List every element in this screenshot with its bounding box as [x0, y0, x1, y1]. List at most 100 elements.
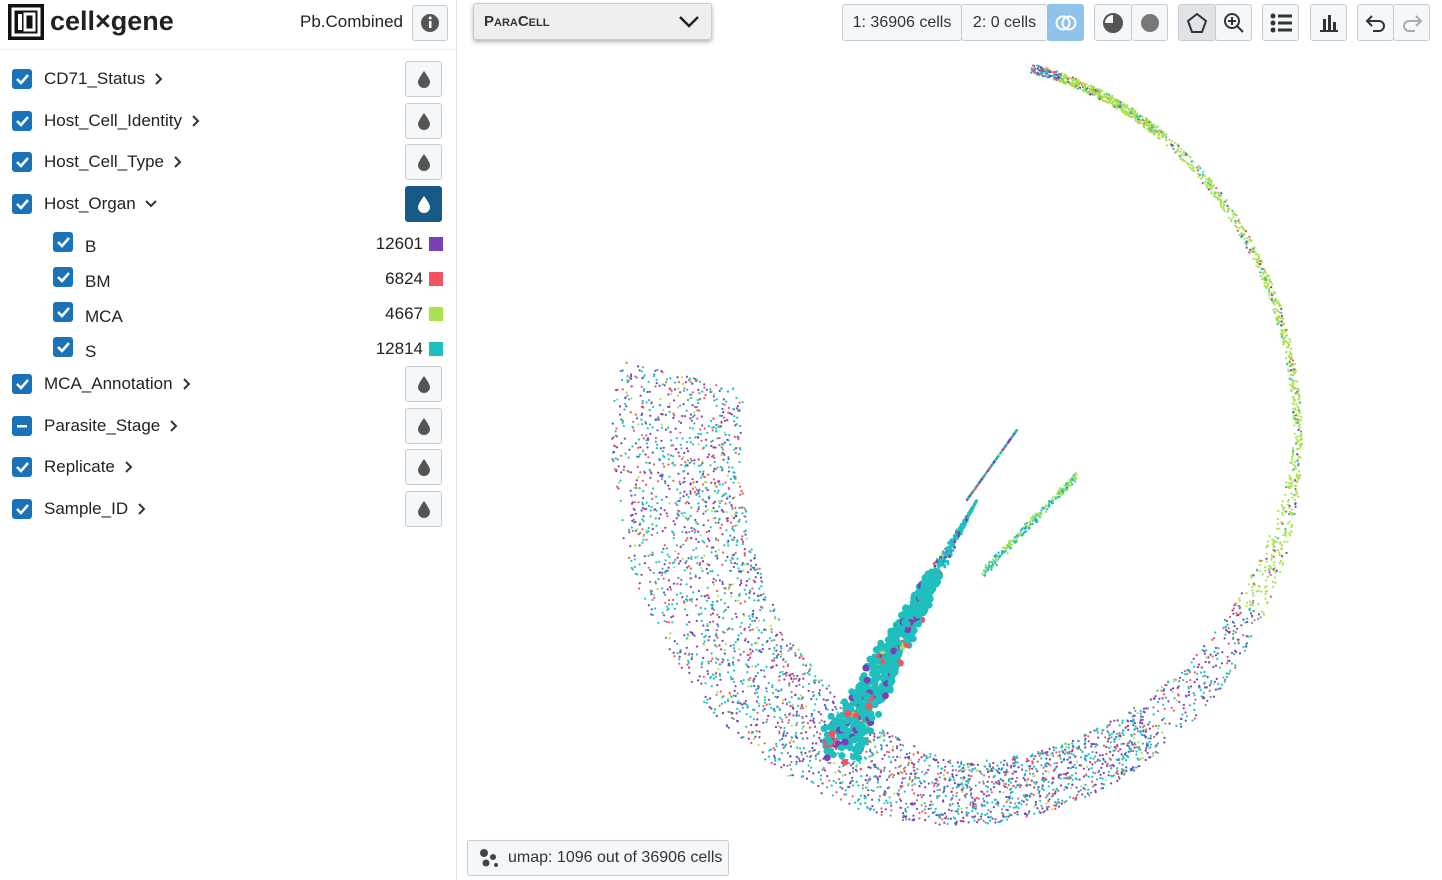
category-row[interactable]: Replicate — [44, 455, 135, 479]
category-checkbox[interactable] — [12, 498, 32, 519]
info-button[interactable] — [412, 5, 448, 41]
embedding-plot[interactable] — [457, 45, 1442, 835]
list-button[interactable] — [1262, 4, 1299, 41]
cell-dot — [710, 652, 713, 655]
cell-dot — [703, 386, 706, 389]
cell-dot — [910, 780, 914, 783]
cell-dot — [1223, 203, 1226, 206]
cell-dot — [1266, 544, 1269, 547]
color-by-button[interactable] — [405, 185, 442, 222]
category-row[interactable]: CD71_Status — [44, 67, 165, 91]
cell-dot — [756, 572, 760, 575]
diff-exp-button[interactable] — [1047, 4, 1084, 41]
cell-set-2[interactable]: 2: 0 cells — [961, 4, 1048, 41]
category-checkbox[interactable] — [12, 374, 32, 394]
cell-dot — [683, 477, 686, 480]
category-checkbox[interactable] — [12, 110, 32, 131]
cell-dot — [1142, 707, 1146, 710]
cell-dot — [740, 489, 743, 492]
zoom-button[interactable] — [1215, 4, 1252, 41]
cell-dot — [757, 637, 760, 640]
category-checkbox[interactable] — [12, 193, 32, 214]
category-checkbox[interactable] — [12, 457, 32, 477]
value-checkbox[interactable] — [53, 337, 73, 357]
color-by-button[interactable] — [405, 144, 442, 180]
cell-dot — [780, 766, 783, 769]
cell-dot — [709, 621, 712, 624]
cell-dot — [1102, 783, 1106, 786]
category-row[interactable]: Host_Cell_Identity — [44, 109, 202, 133]
cell-dot — [775, 644, 778, 647]
cell-dot — [773, 754, 776, 758]
category-row[interactable]: MCA_Annotation — [44, 372, 193, 396]
cell-dot — [747, 737, 750, 740]
cell-dot — [1057, 76, 1061, 79]
cell-dot — [792, 644, 795, 647]
pie-button[interactable] — [1094, 4, 1132, 41]
cell-dot — [1006, 771, 1009, 774]
value-checkbox[interactable] — [53, 232, 73, 252]
cell-dot — [684, 652, 687, 655]
cell-dot — [880, 813, 883, 816]
value-checkbox[interactable] — [53, 267, 73, 287]
category-checkbox[interactable] — [12, 152, 32, 172]
cell-dot — [635, 486, 638, 489]
category-row[interactable]: Host_Organ — [44, 192, 158, 216]
category-checkbox[interactable] — [12, 69, 32, 89]
lasso-button[interactable] — [1178, 4, 1216, 41]
cell-dot — [728, 569, 732, 572]
cell-dot — [1281, 331, 1284, 334]
cell-dot — [901, 777, 904, 780]
cell-dot — [661, 530, 664, 533]
category-row[interactable]: Host_Cell_Type — [44, 150, 184, 174]
redo-button[interactable] — [1393, 4, 1430, 41]
cell-dot — [641, 479, 644, 482]
cell-dot — [736, 435, 739, 438]
cell-dot — [676, 394, 679, 397]
cell-dot — [979, 815, 983, 818]
cell-dot — [1027, 759, 1030, 763]
cell-dot — [1094, 791, 1097, 794]
color-by-button[interactable] — [405, 449, 442, 485]
cell-dot — [642, 538, 645, 541]
cell-dot — [1289, 362, 1292, 365]
category-row[interactable]: Sample_ID — [44, 497, 148, 521]
color-by-button[interactable] — [405, 490, 442, 527]
cell-set-1[interactable]: 1: 36906 cells — [842, 4, 962, 41]
cell-dot — [886, 778, 889, 781]
color-by-button[interactable] — [405, 61, 442, 97]
cell-dot — [1290, 478, 1293, 481]
cell-dot — [743, 563, 746, 566]
category-checkbox[interactable] — [12, 415, 32, 436]
cell-dot — [735, 396, 738, 399]
cell-dot — [1105, 745, 1108, 749]
cell-dot — [1154, 131, 1157, 134]
cell-dot — [1075, 798, 1078, 801]
cell-dot — [1132, 109, 1135, 112]
histogram-button[interactable] — [1310, 4, 1347, 41]
value-checkbox[interactable] — [53, 302, 73, 322]
cell-dot — [1030, 779, 1033, 782]
cell-dot — [781, 670, 784, 673]
cell-dot — [739, 625, 742, 629]
cell-dot — [927, 807, 930, 810]
cell-dot — [757, 629, 761, 632]
cell-dot — [693, 414, 696, 417]
cell-dot — [1253, 246, 1256, 249]
cell-dot — [635, 417, 639, 420]
cell-dot — [1276, 301, 1279, 304]
cell-dot — [1251, 589, 1254, 592]
cell-dot — [634, 512, 637, 515]
color-by-button[interactable] — [405, 407, 442, 444]
undo-button[interactable] — [1357, 4, 1394, 41]
category-row[interactable]: Parasite_Stage — [44, 414, 180, 438]
app-menu[interactable]: ParaCell — [473, 3, 712, 40]
cell-dot — [733, 538, 736, 541]
color-by-button[interactable] — [405, 102, 442, 139]
cell-dot — [1203, 174, 1206, 178]
cell-dot — [983, 774, 986, 777]
cell-dot — [715, 398, 718, 401]
dot-button[interactable] — [1131, 4, 1168, 41]
color-by-button[interactable] — [405, 366, 442, 402]
cell-dot — [1047, 780, 1050, 784]
